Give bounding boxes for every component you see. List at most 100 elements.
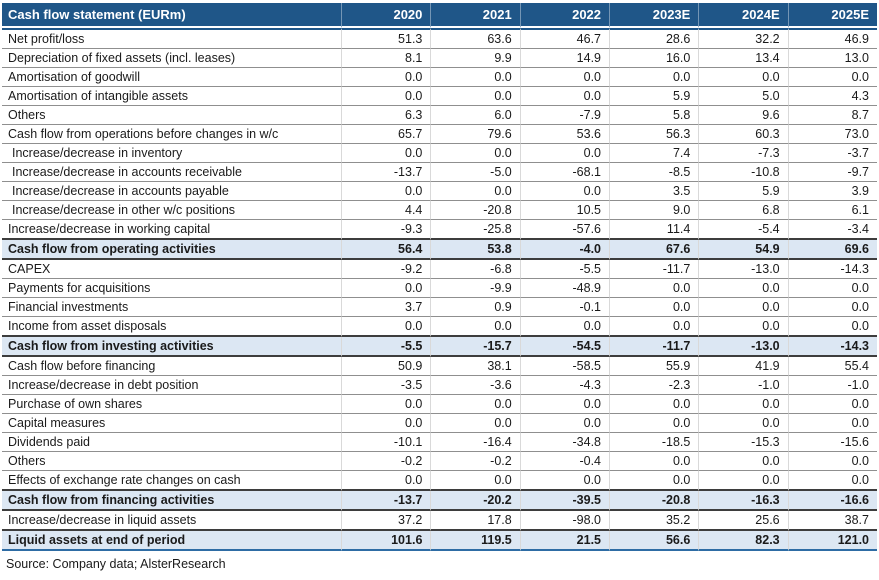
cell-value: 55.4 <box>787 357 877 376</box>
cell-value: 0.0 <box>341 182 431 201</box>
cell-value: 0.0 <box>787 298 877 317</box>
cell-value: 73.0 <box>787 125 877 144</box>
table-row: Liquid assets at end of period 101.6 119.5… <box>2 531 877 551</box>
cell-value: -13.7 <box>341 163 431 182</box>
cell-value: 0.0 <box>430 395 520 414</box>
cell-value: -9.2 <box>341 260 431 279</box>
cell-value: 0.0 <box>430 317 520 337</box>
cell-value: 6.8 <box>698 201 788 220</box>
cell-value: -1.0 <box>698 376 788 395</box>
cell-value: 5.9 <box>698 182 788 201</box>
cell-value: 82.3 <box>698 531 788 551</box>
cell-value: 41.9 <box>698 357 788 376</box>
table-row: Increase/decrease in accounts receivable… <box>2 163 877 182</box>
table-row: Increase/decrease in accounts payable 0.0… <box>2 182 877 201</box>
cell-value: 9.9 <box>430 49 520 68</box>
cell-value: 0.0 <box>787 452 877 471</box>
cell-value: -20.8 <box>430 201 520 220</box>
cell-value: -3.6 <box>430 376 520 395</box>
cell-value: -16.6 <box>787 491 877 511</box>
row-label: CAPEX <box>2 260 342 279</box>
table-row: Cash flow before financing 50.9 38.1 -58.5 5… <box>2 357 877 376</box>
table-row: Others -0.2 -0.2 -0.4 0.0 0.0 0.0 <box>2 452 877 471</box>
cell-value: 0.0 <box>609 298 699 317</box>
row-label: Increase/decrease in debt position <box>2 376 342 395</box>
cell-value: 5.9 <box>609 87 699 106</box>
table-row: Income from asset disposals 0.0 0.0 0.0 0.0 0… <box>2 317 877 337</box>
cell-value: 38.7 <box>787 511 877 531</box>
cell-value: -14.3 <box>787 260 877 279</box>
table-row: Depreciation of fixed assets (incl. leas… <box>2 49 877 68</box>
cell-value: 25.6 <box>698 511 788 531</box>
row-label: Cash flow before financing <box>2 357 342 376</box>
cell-value: 0.9 <box>430 298 520 317</box>
cell-value: 13.0 <box>787 49 877 68</box>
cell-value: 35.2 <box>609 511 699 531</box>
cell-value: -13.0 <box>698 337 788 357</box>
cell-value: 0.0 <box>787 414 877 433</box>
cell-value: -57.6 <box>519 220 610 240</box>
cell-value: -20.2 <box>430 491 520 511</box>
column-header-2024e: 2024E <box>698 3 788 28</box>
cell-value: 65.7 <box>341 125 431 144</box>
cell-value: 55.9 <box>609 357 699 376</box>
cell-value: 121.0 <box>787 531 877 551</box>
cell-value: -8.5 <box>609 163 699 182</box>
cell-value: 28.6 <box>609 28 699 49</box>
cell-value: 7.4 <box>609 144 699 163</box>
cell-value: 0.0 <box>609 317 699 337</box>
cell-value: -6.8 <box>430 260 520 279</box>
row-label: Increase/decrease in working capital <box>2 220 342 240</box>
cell-value: 38.1 <box>430 357 520 376</box>
cell-value: -15.6 <box>787 433 877 452</box>
cell-value: -5.4 <box>698 220 788 240</box>
row-label: Others <box>2 452 342 471</box>
column-header-2023e: 2023E <box>609 3 699 28</box>
source-note: Source: Company data; AlsterResearch <box>6 557 226 571</box>
cell-value: 50.9 <box>341 357 431 376</box>
cell-value: 53.6 <box>519 125 610 144</box>
cell-value: -58.5 <box>519 357 610 376</box>
cell-value: 32.2 <box>698 28 788 49</box>
cell-value: 51.3 <box>341 28 431 49</box>
table-title: Cash flow statement (EURm) <box>2 3 342 28</box>
cell-value: -0.2 <box>430 452 520 471</box>
cell-value: 0.0 <box>430 87 520 106</box>
cell-value: 69.6 <box>787 240 877 260</box>
cell-value: 0.0 <box>519 317 610 337</box>
table-row: Amortisation of goodwill 0.0 0.0 0.0 0.0 0.0 0… <box>2 68 877 87</box>
cell-value: 0.0 <box>341 68 431 87</box>
cell-value: -2.3 <box>609 376 699 395</box>
cell-value: 11.4 <box>609 220 699 240</box>
cell-value: 0.0 <box>341 87 431 106</box>
cell-value: 0.0 <box>341 317 431 337</box>
cell-value: 0.0 <box>341 279 431 298</box>
row-label: Increase/decrease in liquid assets <box>2 511 342 531</box>
row-label: Financial investments <box>2 298 342 317</box>
cell-value: -4.0 <box>519 240 610 260</box>
cell-value: -54.5 <box>519 337 610 357</box>
row-label: Amortisation of goodwill <box>2 68 342 87</box>
row-label: Net profit/loss <box>2 28 342 49</box>
cell-value: 0.0 <box>698 298 788 317</box>
column-header-2021: 2021 <box>430 3 520 28</box>
cash-flow-table: Cash flow statement (EURm) 2020 2021 2022 2… <box>2 3 877 551</box>
cell-value: 13.4 <box>698 49 788 68</box>
cell-value: 0.0 <box>430 182 520 201</box>
cell-value: 4.4 <box>341 201 431 220</box>
cell-value: 6.1 <box>787 201 877 220</box>
cell-value: 119.5 <box>430 531 520 551</box>
row-label: Increase/decrease in other w/c positions <box>2 201 342 220</box>
cell-value: 3.7 <box>341 298 431 317</box>
cell-value: 54.9 <box>698 240 788 260</box>
cell-value: 0.0 <box>609 395 699 414</box>
cell-value: 0.0 <box>430 144 520 163</box>
cell-value: 0.0 <box>698 452 788 471</box>
cell-value: 17.8 <box>430 511 520 531</box>
row-label: Cash flow from operations before changes… <box>2 125 342 144</box>
cell-value: 0.0 <box>430 414 520 433</box>
table-row: Capital measures 0.0 0.0 0.0 0.0 0.0 0.0 <box>2 414 877 433</box>
row-label: Amortisation of intangible assets <box>2 87 342 106</box>
row-label: Cash flow from operating activities <box>2 240 342 260</box>
cell-value: 46.9 <box>787 28 877 49</box>
